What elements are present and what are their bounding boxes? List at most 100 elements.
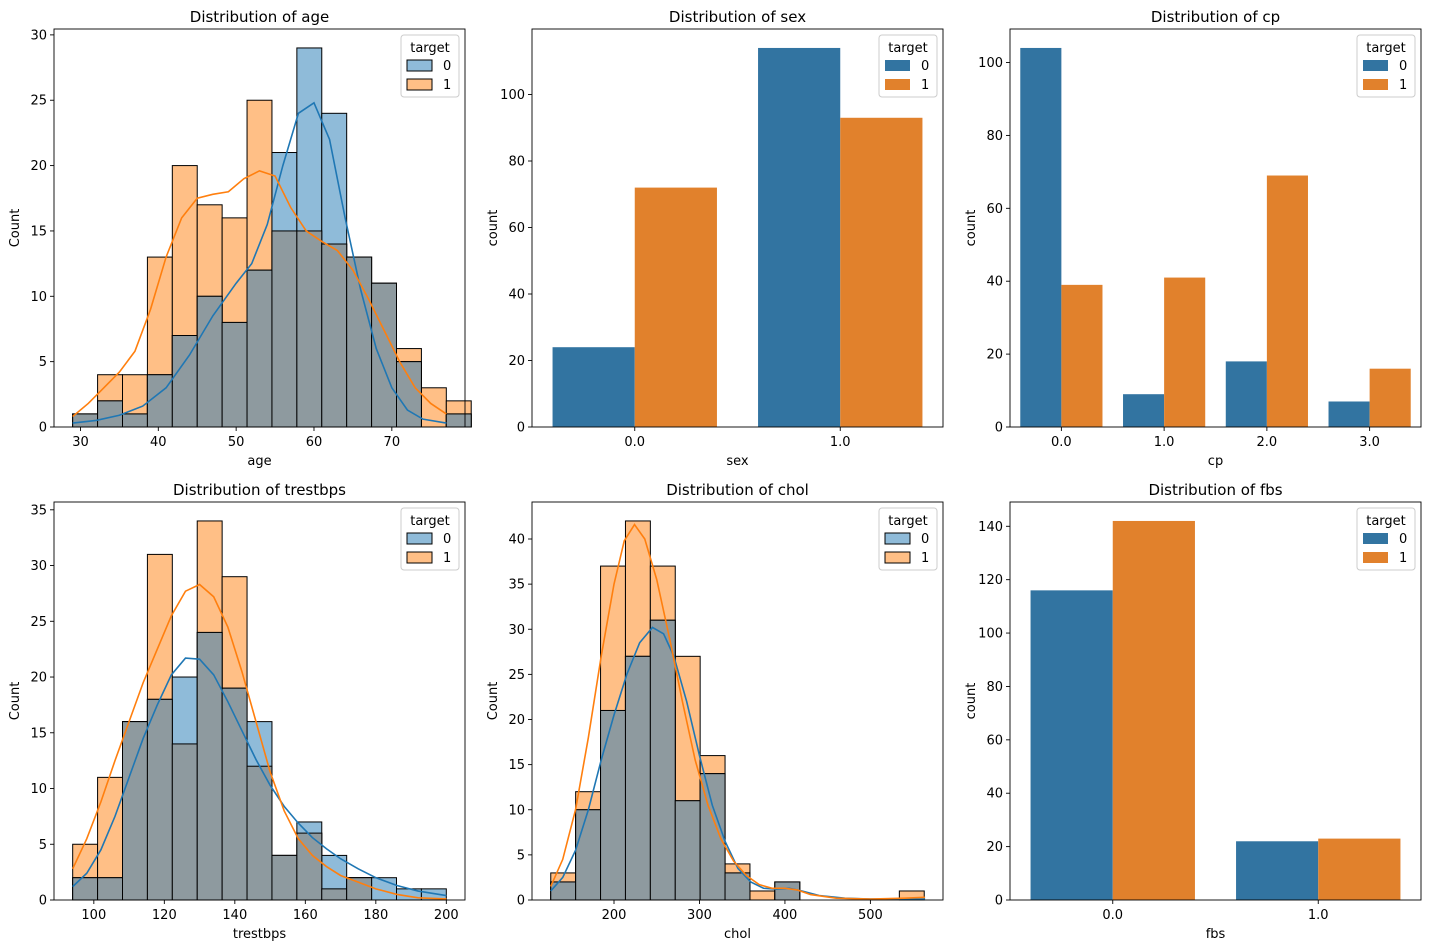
hist-bar-overlap bbox=[246, 765, 273, 901]
y-tick-label: 30 bbox=[508, 623, 525, 638]
y-tick-label: 100 bbox=[978, 56, 1003, 71]
x-tick-label: 120 bbox=[152, 908, 177, 923]
x-axis-label: cp bbox=[1208, 454, 1223, 469]
legend: target 0 1 bbox=[1356, 34, 1416, 98]
bar-target-0 bbox=[1225, 361, 1267, 427]
plot-area bbox=[552, 47, 923, 427]
hist-bar-overlap bbox=[122, 413, 148, 428]
hist-bar-overlap bbox=[246, 269, 273, 428]
bar-target-0 bbox=[1123, 394, 1165, 427]
y-tick-label: 0 bbox=[517, 894, 525, 909]
plot-area bbox=[72, 47, 472, 428]
legend-label: 1 bbox=[443, 78, 451, 93]
x-tick-label: 2.0 bbox=[1257, 435, 1278, 450]
x-axis-label: fbs bbox=[1206, 927, 1226, 942]
bar-target-1 bbox=[1266, 175, 1308, 427]
bar-target-0 bbox=[552, 347, 635, 427]
hist-bar-overlap bbox=[396, 361, 422, 428]
legend-title: target bbox=[410, 514, 450, 529]
y-axis-label: count bbox=[964, 683, 979, 720]
y-tick-label: 25 bbox=[508, 668, 525, 683]
hist-bar-overlap bbox=[321, 888, 348, 901]
legend-label: 1 bbox=[1399, 551, 1407, 566]
y-tick-label: 60 bbox=[986, 202, 1003, 217]
axes-frame bbox=[1009, 501, 1422, 901]
bar-target-0 bbox=[1020, 47, 1062, 427]
legend-label: 0 bbox=[1399, 532, 1407, 547]
x-tick-label: 300 bbox=[687, 908, 712, 923]
hist-bar-overlap bbox=[371, 282, 398, 428]
y-tick-label: 20 bbox=[986, 840, 1003, 855]
y-tick-label: 5 bbox=[39, 838, 47, 853]
bar-target-1 bbox=[1061, 284, 1103, 427]
y-tick-label: 140 bbox=[978, 520, 1003, 535]
legend-swatch-target-1 bbox=[884, 551, 911, 564]
chart-title: Distribution of age bbox=[190, 8, 329, 26]
x-tick-label: 0.0 bbox=[1051, 435, 1072, 450]
y-axis-label: Count bbox=[8, 209, 23, 248]
kde-line-target-0 bbox=[72, 657, 447, 897]
y-tick-label: 35 bbox=[508, 578, 525, 593]
x-tick-label: 70 bbox=[384, 435, 401, 450]
hist-bar-overlap bbox=[146, 374, 173, 428]
legend-label: 1 bbox=[921, 78, 929, 93]
y-tick-label: 0 bbox=[517, 421, 525, 436]
chart-title: Distribution of chol bbox=[666, 481, 809, 499]
plot-area bbox=[1020, 47, 1411, 427]
x-tick-label: 100 bbox=[81, 908, 106, 923]
legend-label: 1 bbox=[443, 551, 451, 566]
hist-bar-overlap bbox=[550, 881, 577, 901]
plot-area bbox=[1030, 520, 1401, 900]
y-tick-label: 0 bbox=[995, 894, 1003, 909]
y-tick-label: 80 bbox=[986, 129, 1003, 144]
hist-bar-overlap bbox=[649, 619, 676, 901]
legend-title: target bbox=[888, 41, 928, 56]
legend-label: 0 bbox=[921, 532, 929, 547]
legend: target 0 1 bbox=[878, 34, 938, 98]
legend-label: 0 bbox=[443, 59, 451, 74]
hist-bar-overlap bbox=[296, 832, 323, 901]
y-axis-label: count bbox=[964, 210, 979, 247]
x-tick-label: 0.0 bbox=[624, 435, 645, 450]
legend: target 0 1 bbox=[1356, 507, 1416, 571]
axes-frame bbox=[1009, 28, 1422, 428]
hist-bar-overlap bbox=[346, 877, 373, 901]
y-axis-label: Count bbox=[486, 682, 501, 721]
legend-swatch-target-1 bbox=[1363, 552, 1388, 563]
hist-bar-overlap bbox=[97, 877, 124, 901]
legend-swatch-target-0 bbox=[406, 532, 433, 545]
y-tick-label: 20 bbox=[30, 159, 47, 174]
y-tick-label: 15 bbox=[30, 726, 47, 741]
y-axis-label: Count bbox=[8, 682, 23, 721]
y-tick-label: 40 bbox=[986, 275, 1003, 290]
legend-swatch-target-0 bbox=[406, 59, 433, 72]
legend-title: target bbox=[888, 514, 928, 529]
x-tick-label: 500 bbox=[858, 908, 883, 923]
bar-target-0 bbox=[1328, 401, 1370, 427]
hist-bar-overlap bbox=[445, 413, 472, 428]
axes-frame bbox=[531, 501, 944, 901]
y-tick-label: 100 bbox=[978, 627, 1003, 642]
x-tick-label: 200 bbox=[434, 908, 459, 923]
legend-swatch-target-0 bbox=[1363, 533, 1388, 544]
y-tick-label: 25 bbox=[30, 615, 47, 630]
axes-frame bbox=[53, 501, 466, 901]
y-tick-label: 10 bbox=[30, 782, 47, 797]
y-tick-label: 60 bbox=[986, 733, 1003, 748]
x-tick-label: 140 bbox=[222, 908, 247, 923]
x-tick-label: 40 bbox=[150, 435, 167, 450]
chart-title: Distribution of cp bbox=[1151, 8, 1280, 26]
subplot-5: 0 20 40 60 80 100 120 140 0.0 1.0 Distribution of … bbox=[964, 481, 1422, 942]
legend: target 0 1 bbox=[400, 507, 460, 571]
hist-bar-target-1 bbox=[749, 890, 776, 901]
hist-bar-overlap bbox=[97, 400, 124, 428]
y-tick-label: 10 bbox=[508, 803, 525, 818]
legend-swatch-target-1 bbox=[406, 78, 433, 91]
y-tick-label: 15 bbox=[30, 224, 47, 239]
x-tick-label: 60 bbox=[306, 435, 323, 450]
y-tick-label: 40 bbox=[508, 533, 525, 548]
x-tick-label: 1.0 bbox=[830, 435, 851, 450]
x-tick-label: 160 bbox=[293, 908, 318, 923]
